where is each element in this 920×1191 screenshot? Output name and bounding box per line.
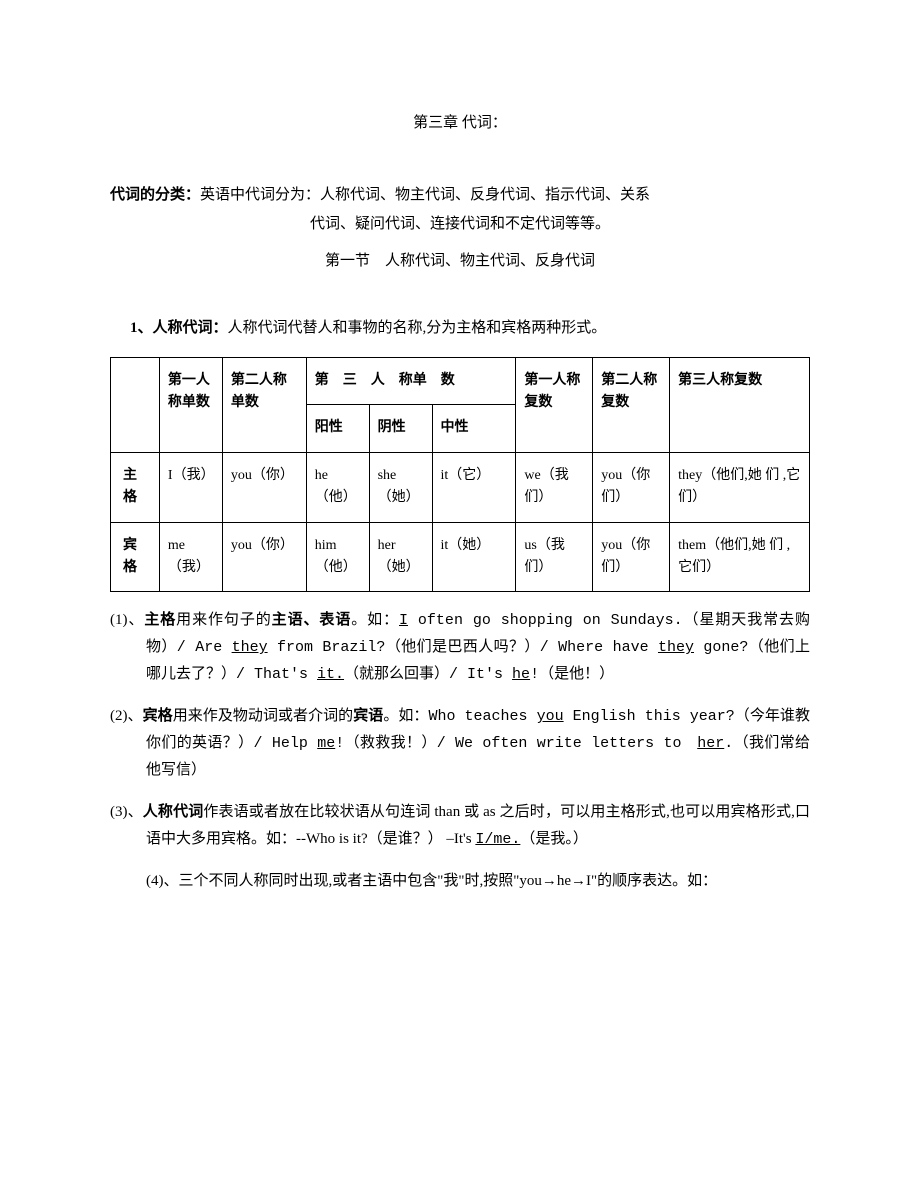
note-1-t7: !（是他！） [530,666,614,683]
note-3-pre: (3)、 [110,804,143,820]
cell-r1c6: they（他们,她 们 ,它们） [670,452,810,522]
pronoun-table: 第一人称单数 第二人称 单数 第 三 人 称单 数 第一人称复数 第二人称复数 … [110,357,810,592]
section-title: 第一节 人称代词、物主代词、反身代词 [110,248,810,275]
header-col6: 第三人称复数 [670,358,810,453]
table-header-row-1: 第一人称单数 第二人称 单数 第 三 人 称单 数 第一人称复数 第二人称复数 … [111,358,810,405]
header-col2: 第二人称 单数 [222,358,306,453]
intro-bold: 代词的分类： [110,187,200,203]
cell-r2c2: you（你） [222,522,306,592]
heading-1-bold: 1、人称代词： [130,320,228,336]
note-2-t4: !（救救我！）/ We often write letters to [335,735,697,752]
note-1-pre: (1)、 [110,612,144,628]
header-empty [111,358,160,453]
cell-r1c3c: it（它） [432,452,516,522]
cell-r2c4: us（我们） [516,522,593,592]
note-3-b1: 人称代词 [143,804,204,820]
note-1-u3: they [658,639,694,656]
header-col3b: 阴性 [369,405,432,452]
cell-r2c5: you（你们） [593,522,670,592]
note-1: (1)、主格用来作句子的主语、表语。如：I often go shopping … [110,607,810,688]
note-2-t1: 用来作及物动词或者介词的 [173,708,354,724]
note-3-t2: （是我。） [520,831,588,847]
note-1-t6: （就那么回事）/ It's [344,666,512,683]
note-2: (2)、宾格用来作及物动词或者介词的宾语。如：Who teaches you E… [110,703,810,784]
cell-r1c4: we（我们） [516,452,593,522]
heading-1: 1、人称代词：人称代词代替人和事物的名称,分为主格和宾格两种形式。 [110,315,810,342]
row-label-subject: 主格 [111,452,160,522]
note-1-u4: it. [317,666,344,683]
note-2-u2: me [317,735,335,752]
note-4-text: (4)、三个不同人称同时出现,或者主语中包含"我"时,按照"you→he→I"的… [146,873,717,889]
cell-r1c2: you（你） [222,452,306,522]
note-2-u1: you [537,708,564,725]
note-2-pre: (2)、 [110,708,143,724]
cell-r2c1: me（我） [159,522,222,592]
header-col4: 第一人称复数 [516,358,593,453]
header-col1: 第一人称单数 [159,358,222,453]
note-4: (4)、三个不同人称同时出现,或者主语中包含"我"时,按照"you→he→I"的… [128,868,810,895]
heading-1-text: 人称代词代替人和事物的名称,分为主格和宾格两种形式。 [228,320,607,336]
note-1-b1: 主格 [144,612,176,628]
cell-r2c6: them（他们,她 们 ,它们） [670,522,810,592]
note-1-u2: they [232,639,268,656]
note-1-t2: 。如： [351,612,399,628]
intro-section: 代词的分类：英语中代词分为：人称代词、物主代词、反身代词、指示代词、关系 代词、… [110,182,810,238]
table-row-subject: 主格 I（我） you（你） he（他） she（她） it（它） we（我们）… [111,452,810,522]
table-row-object: 宾格 me（我） you（你） him（他） her（她） it（她） us（我… [111,522,810,592]
chapter-title: 第三章 代词： [110,110,810,137]
note-1-b2: 主语、表语 [272,612,352,628]
cell-r1c3b: she（她） [369,452,432,522]
header-col3a: 阳性 [306,405,369,452]
intro-line-1: 代词的分类：英语中代词分为：人称代词、物主代词、反身代词、指示代词、关系 [110,182,810,209]
cell-r1c1: I（我） [159,452,222,522]
note-2-t2: 。如：Who teaches [383,708,536,725]
note-3: (3)、人称代词作表语或者放在比较状语从句连词 than 或 as 之后时，可以… [110,799,810,853]
cell-r2c3b: her（她） [369,522,432,592]
note-2-u3: her [697,735,724,752]
note-1-t4: from Brazil?（他们是巴西人吗？）/ Where have [268,639,658,656]
cell-r2c3a: him（他） [306,522,369,592]
header-col3-span: 第 三 人 称单 数 [306,358,516,405]
header-col5: 第二人称复数 [593,358,670,453]
header-col3c: 中性 [432,405,516,452]
intro-line-2: 代词、疑问代词、连接代词和不定代词等等。 [110,211,810,238]
note-2-b1: 宾格 [143,708,173,724]
note-3-u1: I/me. [475,831,520,848]
cell-r2c3c: it（她） [432,522,516,592]
note-1-t1: 用来作句子的 [176,612,272,628]
cell-r1c5: you（你们） [593,452,670,522]
intro-text-1: 英语中代词分为：人称代词、物主代词、反身代词、指示代词、关系 [200,187,650,203]
cell-r1c3a: he（他） [306,452,369,522]
note-1-u1: I [399,612,408,629]
note-2-b2: 宾语 [353,708,383,724]
row-label-object: 宾格 [111,522,160,592]
note-1-u5: he [512,666,530,683]
